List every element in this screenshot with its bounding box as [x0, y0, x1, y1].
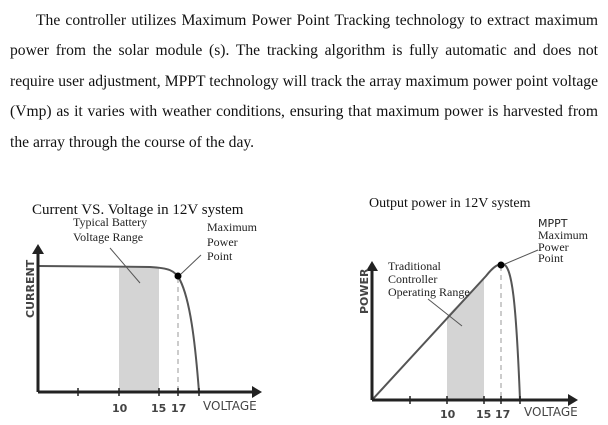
tick-10: 10 [440, 408, 456, 421]
mpp-label-3: Power [538, 240, 569, 254]
range-pointer [427, 298, 463, 327]
x-axis-arrow-icon [568, 394, 578, 406]
left-chart-title: Current VS. Voltage in 12V system [32, 202, 244, 218]
x-axis-label: VOLTAGE [203, 399, 257, 413]
mpp-dot [497, 261, 505, 269]
battery-range-shade [119, 268, 159, 392]
tick-15: 15 [151, 402, 166, 415]
intro-paragraph: The controller utilizes Maximum Power Po… [10, 12, 598, 151]
right-chart-title: Output power in 12V system [369, 196, 531, 211]
range-label-2: Controller [388, 272, 437, 286]
tick-15: 15 [476, 408, 491, 421]
mpp-dot [174, 272, 182, 280]
mpp-pointer [180, 254, 202, 275]
iv-curve [37, 265, 200, 393]
range-pointer [109, 247, 141, 284]
mpp-label-4: Point [538, 251, 564, 265]
range-label-1: Typical Battery [73, 215, 147, 229]
y-axis-arrow-icon [366, 261, 378, 271]
mpp-pointer [504, 249, 539, 265]
range-label-1: Traditional [388, 259, 442, 273]
right-chart: Traditional Controller Operating Range M… [358, 217, 589, 421]
y-axis-label: POWER [358, 268, 371, 314]
mpp-label-2: Maximum [538, 228, 589, 242]
mpp-label-1: Maximum [207, 220, 258, 234]
y-axis-arrow-icon [32, 244, 44, 254]
tick-17: 17 [171, 402, 186, 415]
left-chart: Typical Battery Voltage Range Maximum Po… [24, 215, 262, 415]
range-label-3: Operating Range [388, 285, 470, 299]
tick-17: 17 [495, 408, 510, 421]
tick-10: 10 [112, 402, 128, 415]
mpp-label-2: Power [207, 235, 238, 249]
x-axis-label: VOLTAGE [524, 405, 578, 419]
y-axis-label: CURRENT [24, 259, 37, 318]
range-label-2: Voltage Range [73, 230, 143, 244]
x-axis-arrow-icon [252, 386, 262, 398]
mpp-label-1: MPPT [538, 217, 568, 230]
mpp-label-3: Point [207, 249, 233, 263]
